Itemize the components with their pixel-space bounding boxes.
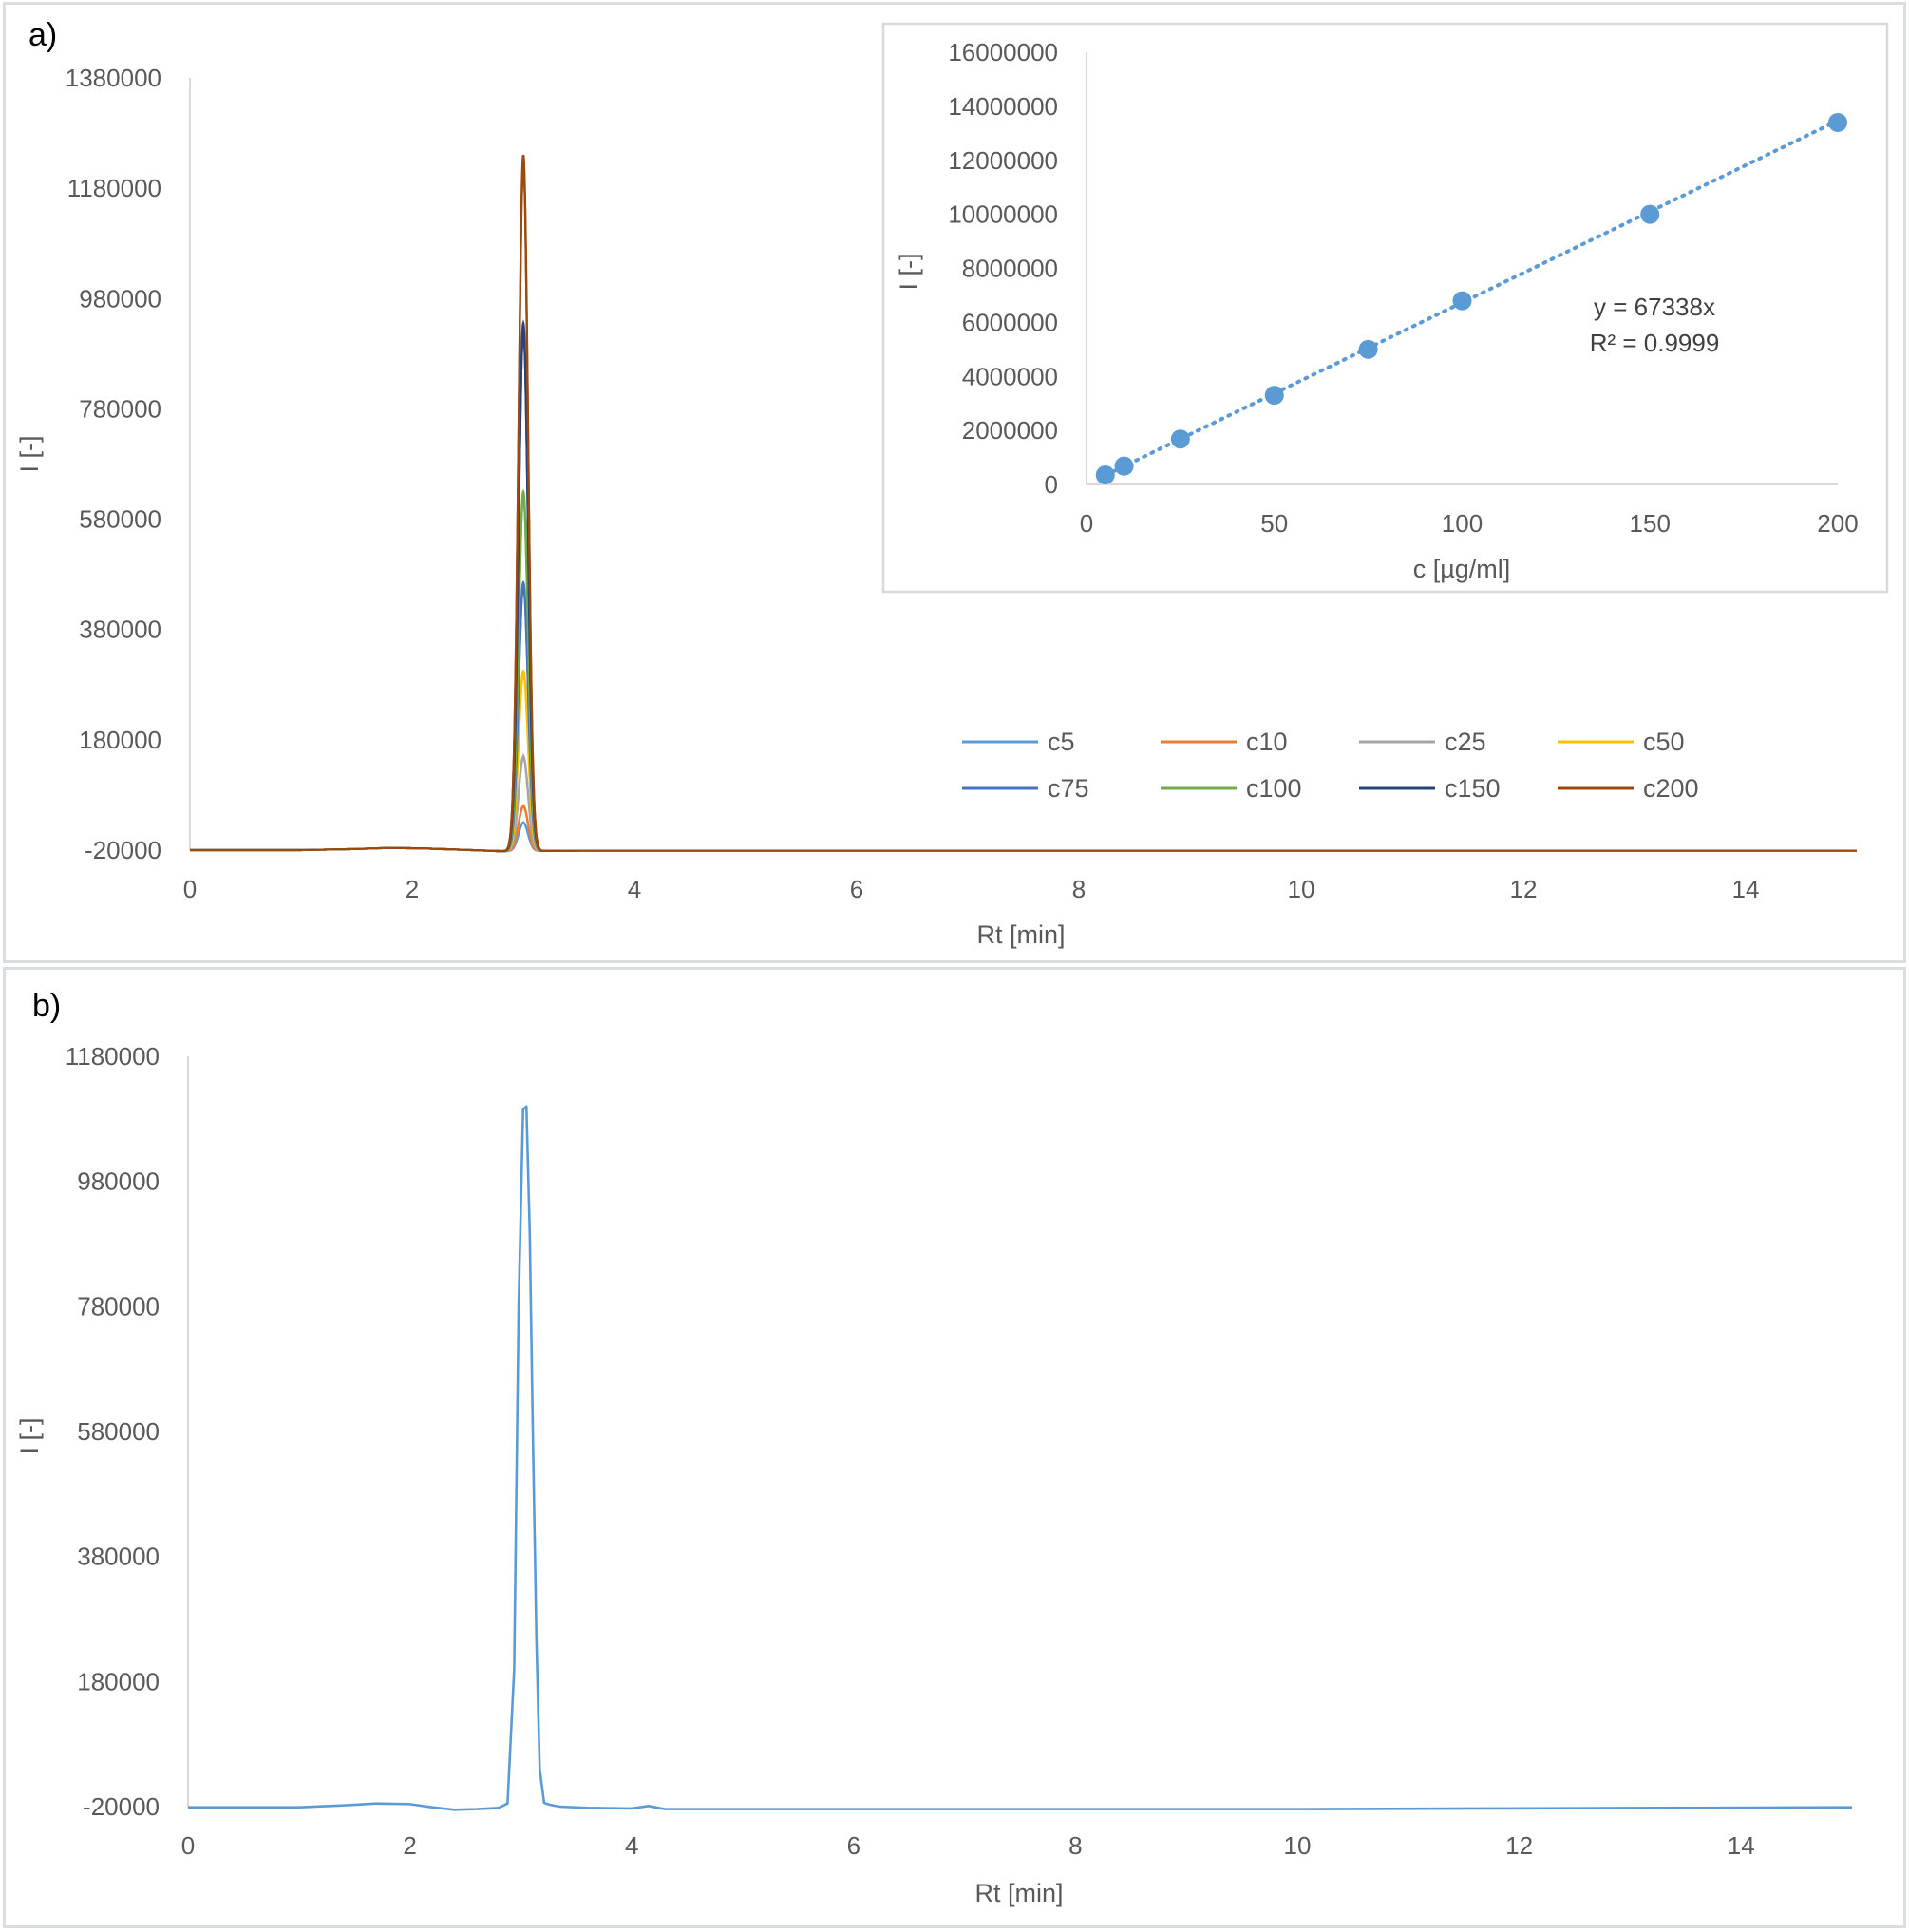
chart-b-y-tick-label: -20000 bbox=[83, 1792, 160, 1821]
inset-x-tick-label: 200 bbox=[1817, 509, 1858, 538]
inset-point bbox=[1095, 465, 1115, 485]
chart-b-y-tick-label: 980000 bbox=[77, 1167, 160, 1196]
chart-a-legend: c5 c10 c25 c50 c75 c100 c150 c200 bbox=[962, 728, 1699, 803]
inset-y-label: I [-] bbox=[895, 254, 923, 291]
chart-a-y-tick-label: 980000 bbox=[79, 284, 161, 313]
chart-a-x-tick-label: 10 bbox=[1288, 875, 1315, 903]
inset-point bbox=[1358, 339, 1378, 359]
inset-y-tick-label: 12000000 bbox=[948, 146, 1058, 175]
series-line-c50 bbox=[190, 671, 1857, 853]
chart-b-x-label: Rt [min] bbox=[974, 1879, 1063, 1907]
chart-a-y-tick-label: 180000 bbox=[79, 726, 161, 754]
inset-y-tick-label: 4000000 bbox=[962, 362, 1058, 390]
inset-point bbox=[1114, 456, 1134, 476]
inset-trendline bbox=[1103, 119, 1840, 478]
chart-a-y-tick-label: 580000 bbox=[79, 505, 161, 534]
inset-y-tick-label: 16000000 bbox=[948, 38, 1058, 66]
series-peak-c50 bbox=[495, 669, 552, 853]
chart-b-y-tick-label: 380000 bbox=[77, 1543, 160, 1571]
inset-y-axis: 0 2000000 4000000 6000000 8000000 10000000 120… bbox=[948, 38, 1087, 499]
chart-a-x-tick-label: 12 bbox=[1510, 875, 1538, 903]
chart-a-y-label: I [-] bbox=[15, 436, 44, 473]
series-peak-c200 bbox=[495, 155, 552, 853]
chart-b-y-tick-label: 780000 bbox=[77, 1292, 160, 1320]
chart-a-y-axis: -20000 180000 380000 580000 780000 980000 1180… bbox=[66, 64, 191, 864]
chart-b-x-tick-label: 6 bbox=[847, 1831, 860, 1860]
chart-b-x-tick-label: 12 bbox=[1505, 1831, 1533, 1860]
inset-y-tick-label: 0 bbox=[1045, 470, 1058, 499]
inset-point bbox=[1640, 204, 1660, 224]
chart-a-y-tick-label: 380000 bbox=[79, 616, 161, 644]
inset-point bbox=[1170, 429, 1190, 449]
chart-a-x-tick-label: 8 bbox=[1072, 875, 1086, 903]
chart-a-y-tick-label: 1380000 bbox=[66, 64, 161, 92]
inset-equation: y = 67338x bbox=[1594, 293, 1715, 321]
chart-b-y-label: I [-] bbox=[15, 1418, 44, 1455]
chart-b-x-tick-label: 4 bbox=[625, 1831, 638, 1860]
chart-b-y-tick-label: 180000 bbox=[77, 1667, 160, 1695]
panel-b bbox=[3, 967, 1906, 1928]
series-line-c200 bbox=[190, 155, 1857, 853]
chart-a-y-tick-label: -20000 bbox=[85, 836, 161, 864]
inset-trendline-path bbox=[1103, 119, 1840, 478]
legend-label-c75: c75 bbox=[1048, 774, 1089, 803]
chart-a-x-tick-label: 2 bbox=[406, 875, 419, 903]
chart-b-y-tick-label: 580000 bbox=[77, 1417, 160, 1446]
series-line-c10 bbox=[190, 804, 1857, 853]
inset-y-tick-label: 8000000 bbox=[962, 255, 1058, 283]
legend-label-c5: c5 bbox=[1048, 728, 1075, 756]
inset-y-tick-label: 10000000 bbox=[948, 200, 1058, 229]
panel-a-label: a) bbox=[28, 17, 57, 53]
chart-a-x-label: Rt [min] bbox=[976, 920, 1065, 949]
legend-label-c200: c200 bbox=[1643, 774, 1699, 803]
chart-b-x-axis: 0 2 4 6 8 10 12 14 bbox=[181, 1831, 1755, 1860]
chart-b-y-tick-label: 1180000 bbox=[66, 1042, 160, 1070]
inset-x-label: c [µg/ml] bbox=[1413, 555, 1511, 583]
legend-label-c50: c50 bbox=[1643, 728, 1685, 756]
inset-y-tick-label: 6000000 bbox=[962, 308, 1058, 336]
inset-point bbox=[1452, 291, 1472, 311]
chart-a-y-tick-label: 1180000 bbox=[67, 174, 161, 202]
chart-a-series-lines bbox=[190, 155, 1857, 853]
inset-y-tick-label: 14000000 bbox=[948, 92, 1058, 121]
inset-point bbox=[1828, 112, 1847, 132]
inset-frame bbox=[881, 22, 1889, 594]
chart-a-y-tick-label: 780000 bbox=[79, 394, 161, 423]
series-peak-c75 bbox=[495, 579, 552, 853]
chart-b-x-tick-label: 8 bbox=[1068, 1831, 1082, 1860]
chart-a-x-tick-label: 0 bbox=[183, 875, 197, 903]
chart-b-y-axis: -20000 180000 380000 580000 780000 980000 1180… bbox=[66, 1042, 189, 1821]
series-line-c5 bbox=[190, 821, 1857, 853]
series-peak-c25 bbox=[495, 754, 552, 853]
chart-a-x-tick-label: 4 bbox=[628, 875, 641, 903]
inset-x-tick-label: 150 bbox=[1630, 509, 1671, 538]
inset-x-tick-label: 0 bbox=[1080, 509, 1093, 538]
inset-point bbox=[1264, 386, 1284, 406]
inset-y-tick-label: 2000000 bbox=[962, 416, 1058, 445]
chart-b-series-line bbox=[188, 1105, 1853, 1811]
series-line-c75 bbox=[190, 582, 1857, 853]
series-peak-c5 bbox=[495, 821, 552, 853]
legend-label-c100: c100 bbox=[1246, 774, 1302, 803]
legend-label-c25: c25 bbox=[1445, 728, 1486, 756]
chart-b-x-tick-label: 10 bbox=[1284, 1831, 1312, 1860]
legend-label-c10: c10 bbox=[1246, 728, 1288, 756]
inset-r-squared: R² = 0.9999 bbox=[1590, 329, 1720, 357]
chart-a-x-axis: 0 2 4 6 8 10 12 14 bbox=[183, 875, 1760, 903]
inset-x-tick-label: 100 bbox=[1442, 509, 1483, 538]
series-line-c25 bbox=[190, 751, 1857, 853]
chart-b-x-tick-label: 0 bbox=[181, 1831, 195, 1860]
panel-b-label: b) bbox=[32, 988, 61, 1024]
legend-label-c150: c150 bbox=[1445, 774, 1501, 803]
chart-a-x-tick-label: 6 bbox=[850, 875, 863, 903]
chart-b-x-tick-label: 14 bbox=[1728, 1831, 1755, 1860]
chart-a-x-tick-label: 14 bbox=[1732, 875, 1760, 903]
inset-x-tick-label: 50 bbox=[1260, 509, 1288, 538]
series-peak-c10 bbox=[495, 805, 552, 853]
chart-b-series-path bbox=[188, 1105, 1853, 1811]
inset-points bbox=[1095, 112, 1847, 485]
inset-x-axis: 0 50 100 150 200 bbox=[1080, 483, 1859, 538]
chart-b-x-tick-label: 2 bbox=[403, 1831, 416, 1860]
